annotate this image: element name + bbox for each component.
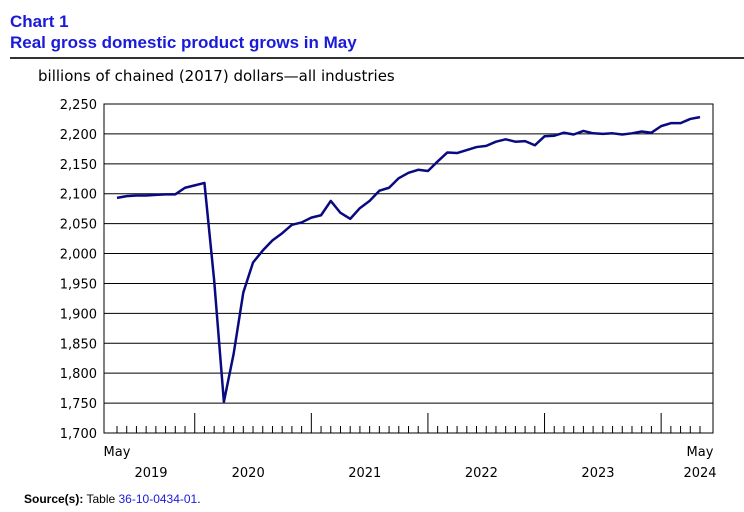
source-suffix: . bbox=[197, 492, 201, 506]
chart-title: Real gross domestic product grows in May bbox=[10, 33, 357, 52]
y-tick-label: 1,900 bbox=[60, 307, 97, 322]
y-tick-label: 2,150 bbox=[60, 158, 97, 173]
y-tick-label: 2,250 bbox=[60, 98, 97, 113]
y-tick-label: 2,050 bbox=[60, 218, 97, 233]
x-year-label: 2019 bbox=[134, 466, 167, 481]
y-axis-title: billions of chained (2017) dollars—all i… bbox=[38, 67, 395, 85]
series-layer bbox=[116, 115, 701, 404]
series-line-gdp bbox=[116, 115, 701, 404]
y-tick-label: 2,000 bbox=[60, 248, 97, 263]
x-year-label: 2024 bbox=[683, 466, 716, 481]
x-month-label: May bbox=[687, 445, 714, 460]
source-table-link[interactable]: 36-10-0434-01 bbox=[118, 492, 198, 506]
chart-number: Chart 1 bbox=[10, 12, 69, 31]
plot-frame bbox=[103, 103, 714, 434]
y-tick-label: 2,200 bbox=[60, 128, 97, 143]
x-year-label: 2022 bbox=[465, 466, 498, 481]
y-axis: 1,700 1,750 1,800 1,850 1,900 1,950 2,000 2,050… bbox=[60, 98, 713, 442]
source-prefix: Table bbox=[86, 492, 116, 506]
source-label: Source(s): bbox=[24, 492, 84, 506]
line-chart: billions of chained (2017) dollars—all i… bbox=[38, 67, 717, 481]
x-year-label: 2023 bbox=[581, 466, 614, 481]
plot-border bbox=[103, 103, 714, 434]
x-month-label: May bbox=[104, 445, 131, 460]
x-year-label: 2021 bbox=[348, 466, 381, 481]
x-year-label: 2020 bbox=[232, 466, 265, 481]
y-tick-label: 1,750 bbox=[60, 397, 97, 412]
y-tick-label: 1,800 bbox=[60, 367, 97, 382]
source-note: Source(s): Table 36-10-0434-01. bbox=[24, 492, 201, 506]
y-tick-label: 1,950 bbox=[60, 277, 97, 292]
title-divider bbox=[10, 57, 744, 59]
y-tick-label: 1,700 bbox=[60, 427, 97, 442]
y-tick-label: 2,100 bbox=[60, 188, 97, 203]
y-tick-label: 1,850 bbox=[60, 337, 97, 352]
